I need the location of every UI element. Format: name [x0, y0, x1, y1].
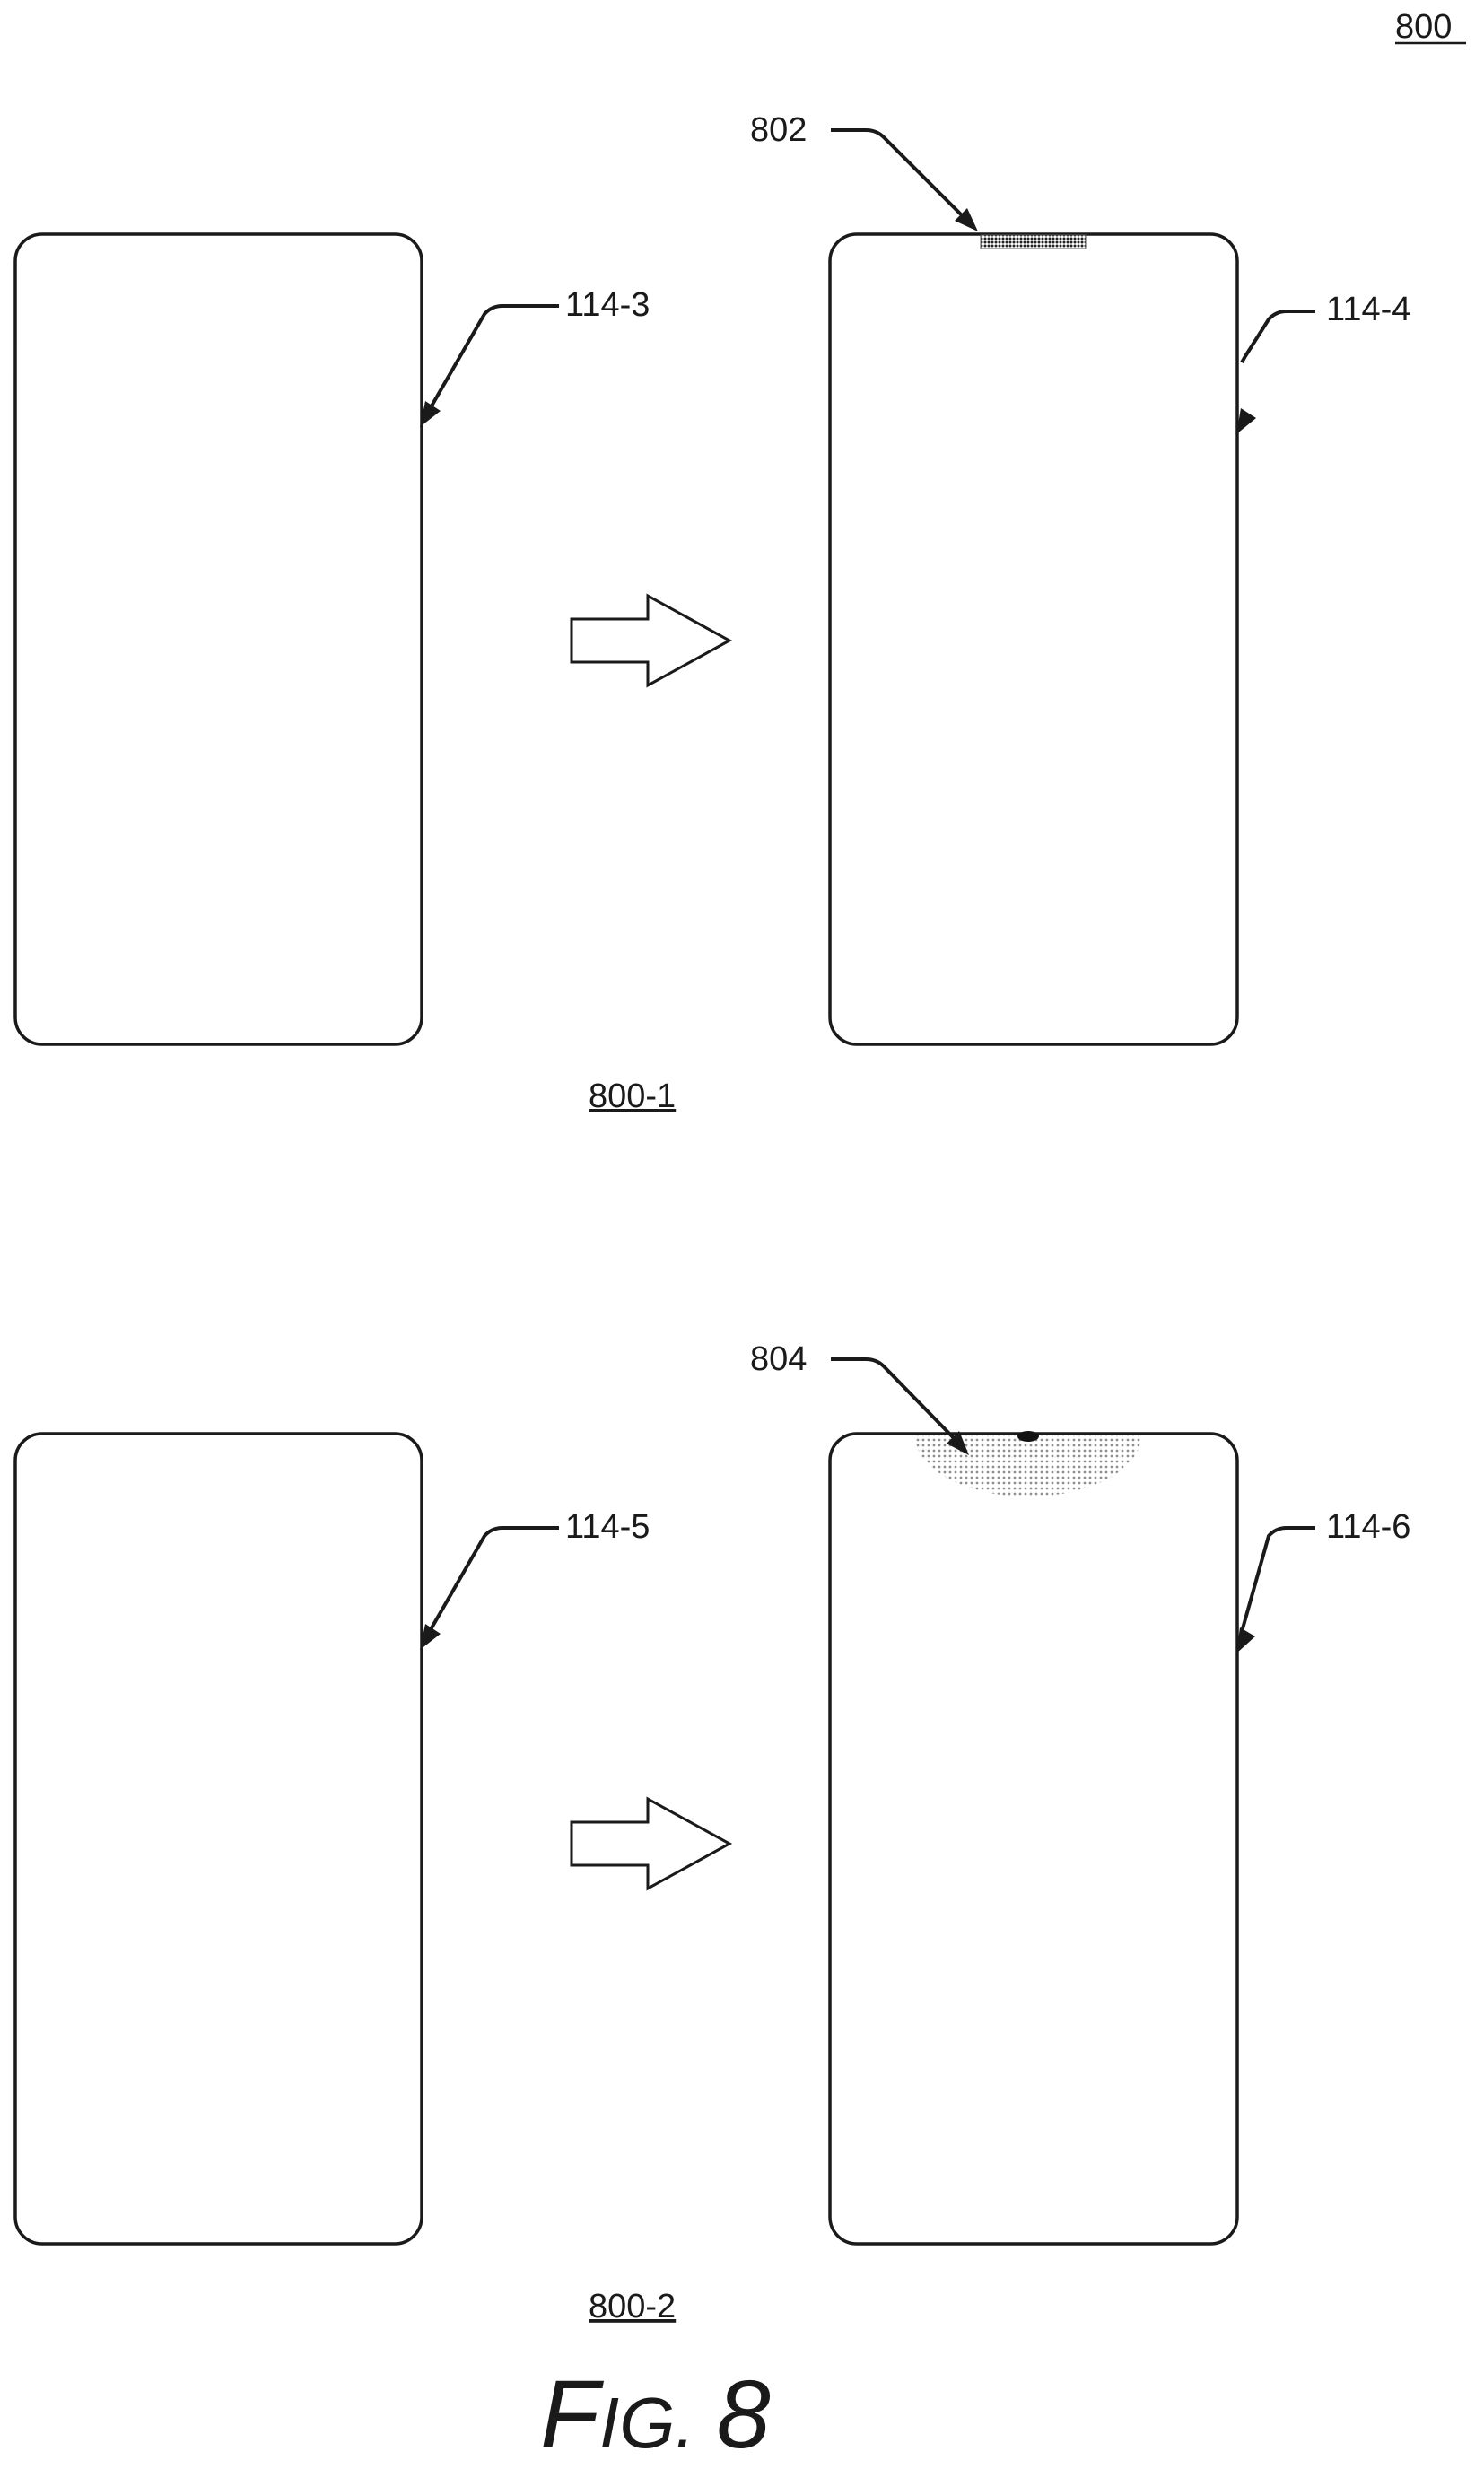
- panel-bottom: 114-5 114-6 804 800-2: [15, 1340, 1410, 2325]
- panel-top: 114-3 114-4 802 800-1: [15, 111, 1410, 1115]
- figure-number-label: 800: [1395, 8, 1452, 46]
- figure-caption: FIG. 8: [540, 2360, 771, 2468]
- ref-label-802: 802: [750, 111, 807, 149]
- figure-caption-small: IG.: [599, 2383, 695, 2463]
- device-screen-114-3: [15, 234, 422, 1044]
- figure-caption-prefix: F: [540, 2360, 605, 2468]
- device-screen-114-5: [15, 1434, 422, 2244]
- ref-label-114-6: 114-6: [1326, 1508, 1410, 1546]
- ref-label-114-3: 114-3: [565, 286, 650, 324]
- ref-label-804: 804: [750, 1340, 807, 1378]
- arrowhead-114-6: [1236, 1627, 1255, 1653]
- arrowhead-114-4: [1236, 408, 1256, 434]
- ref-label-114-5: 114-5: [565, 1508, 650, 1546]
- ref-label-114-4: 114-4: [1326, 291, 1410, 328]
- indicator-bar-802: [981, 235, 1086, 249]
- leader-line-114-6: [1240, 1528, 1315, 1638]
- figure-caption-number: 8: [717, 2360, 771, 2468]
- panel-label-800-1: 800-1: [589, 1077, 676, 1115]
- leader-line-114-5: [426, 1528, 559, 1637]
- transition-arrow-icon: [572, 1799, 729, 1889]
- transition-arrow-icon: [572, 596, 729, 685]
- leader-line-114-3: [426, 306, 559, 415]
- panel-label-800-2: 800-2: [589, 2288, 676, 2325]
- device-screen-114-4: [830, 234, 1237, 1044]
- device-screen-114-6: [830, 1434, 1237, 2244]
- leader-line-114-4: [1242, 311, 1315, 362]
- leader-line-802: [831, 130, 965, 218]
